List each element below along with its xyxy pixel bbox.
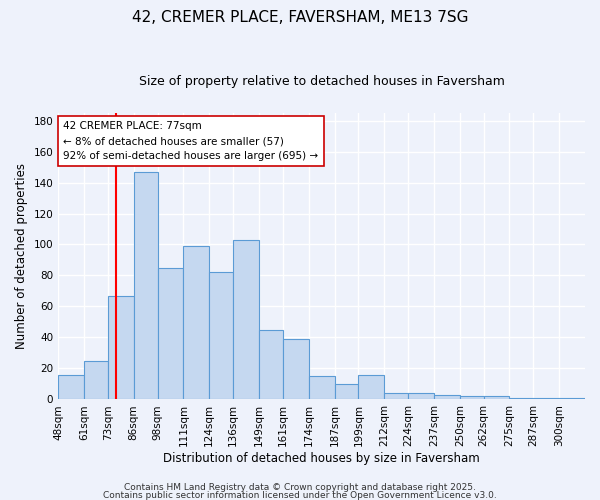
Text: Contains HM Land Registry data © Crown copyright and database right 2025.: Contains HM Land Registry data © Crown c… <box>124 484 476 492</box>
Bar <box>308 376 335 400</box>
Y-axis label: Number of detached properties: Number of detached properties <box>15 163 28 349</box>
Bar <box>233 240 259 400</box>
Text: Contains public sector information licensed under the Open Government Licence v3: Contains public sector information licen… <box>103 490 497 500</box>
Bar <box>384 394 408 400</box>
Bar <box>533 398 559 400</box>
Title: Size of property relative to detached houses in Faversham: Size of property relative to detached ho… <box>139 75 505 88</box>
Bar <box>158 268 184 400</box>
Bar <box>335 384 358 400</box>
Text: 42 CREMER PLACE: 77sqm
← 8% of detached houses are smaller (57)
92% of semi-deta: 42 CREMER PLACE: 77sqm ← 8% of detached … <box>64 122 319 161</box>
Bar <box>283 339 308 400</box>
Bar <box>134 172 158 400</box>
Bar <box>259 330 283 400</box>
Bar <box>84 360 108 400</box>
Bar <box>460 396 484 400</box>
Bar <box>58 374 84 400</box>
Bar <box>358 374 384 400</box>
Text: 42, CREMER PLACE, FAVERSHAM, ME13 7SG: 42, CREMER PLACE, FAVERSHAM, ME13 7SG <box>132 10 468 25</box>
Bar <box>209 272 233 400</box>
Bar <box>509 398 533 400</box>
Bar <box>408 394 434 400</box>
Bar <box>108 296 134 400</box>
Bar <box>184 246 209 400</box>
X-axis label: Distribution of detached houses by size in Faversham: Distribution of detached houses by size … <box>163 452 480 465</box>
Bar <box>559 398 585 400</box>
Bar <box>484 396 509 400</box>
Bar <box>434 395 460 400</box>
